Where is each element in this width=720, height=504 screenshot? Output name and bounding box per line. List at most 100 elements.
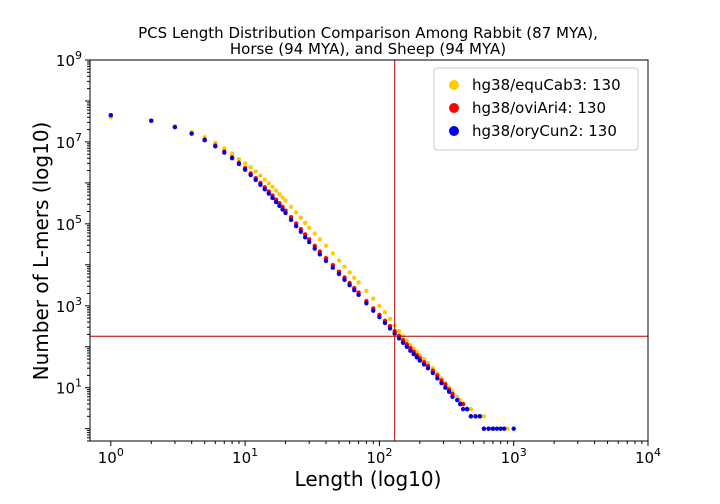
y-tick-label: 107 [56,131,82,152]
data-point [352,288,357,293]
data-point [262,187,267,192]
chart-title: PCS Length Distribution Comparison Among… [138,24,598,58]
data-point [408,348,413,353]
legend: hg38/equCab3: 130 hg38/oviAri4: 130 hg38/o… [433,67,639,151]
data-point [189,131,194,136]
legend-marker [449,80,459,90]
x-axis-ticks: 100 101 102 103 104 [98,441,661,467]
legend-box [433,67,639,151]
data-point [400,340,406,345]
data-point [270,195,275,201]
data-point [330,265,336,270]
data-point [222,146,227,151]
data-point [280,195,285,200]
data-point [481,414,487,419]
y-tick-label: 109 [56,49,82,70]
data-point [222,150,227,155]
data-point [248,172,253,178]
data-point [347,270,352,275]
data-point [236,156,242,162]
data-point [277,203,282,209]
data-point [468,406,474,412]
data-point [108,112,114,118]
data-point [248,165,253,170]
data-point [468,414,474,419]
data-point [455,397,460,403]
data-point [258,182,263,187]
data-point [460,406,466,412]
data-point [450,394,455,399]
data-point [356,292,361,298]
data-point [283,210,288,216]
y-tick-label: 101 [56,377,82,398]
data-point [408,342,413,348]
legend-entry-label: hg38/oviAri4: 130 [472,99,606,117]
data-point [229,151,235,156]
data-point [411,346,416,351]
x-tick-label: 103 [501,446,527,467]
y-tick-label: 103 [56,295,82,316]
data-point [312,231,317,236]
data-point [494,426,500,431]
data-point [330,251,336,256]
data-point [323,243,329,249]
data-point [229,156,235,161]
data-point [387,316,393,322]
data-point [253,177,258,183]
data-point [342,277,347,283]
data-point [242,167,248,172]
y-axis-label: Number of L-mers (log10) [29,122,53,381]
data-point [283,198,288,203]
data-point [396,328,402,334]
data-point [377,314,382,320]
data-point [502,426,507,431]
data-point [396,336,402,341]
plot-frame [89,59,649,442]
data-point [411,351,416,357]
x-tick-label: 102 [366,446,392,467]
data-point [293,210,299,215]
data-point [302,235,308,240]
data-point [439,380,444,386]
data-point [421,362,427,367]
data-point [443,382,448,387]
legend-entry-label: hg38/equCab3: 130 [472,76,621,94]
data-point [323,258,329,264]
data-point [498,426,503,431]
data-point [417,358,423,363]
data-point [371,296,376,301]
legend-marker [449,103,459,113]
data-point [356,280,361,285]
data-point [277,191,282,197]
data-point [306,239,312,245]
data-point [306,225,312,231]
x-tick-label: 101 [232,446,258,467]
data-point [352,275,357,281]
data-point [317,252,323,257]
data-point [202,138,207,143]
data-point [505,426,510,431]
data-point [317,237,323,242]
data-point [258,173,263,178]
series-2 [108,112,516,431]
data-point [273,199,279,205]
data-point [473,414,478,419]
data-point [253,169,258,174]
data-point [149,118,154,123]
data-point [280,207,285,212]
data-point [262,177,267,182]
data-point [377,303,382,308]
data-point [342,264,347,269]
data-point [273,188,279,193]
data-point [371,308,376,313]
x-tick-label: 104 [635,446,661,467]
data-point [266,191,271,196]
data-point [382,309,388,315]
data-point [298,229,304,234]
data-point [382,320,388,326]
data-point [236,161,242,167]
data-point [347,282,352,288]
data-point [414,349,420,355]
data-point [430,370,436,376]
